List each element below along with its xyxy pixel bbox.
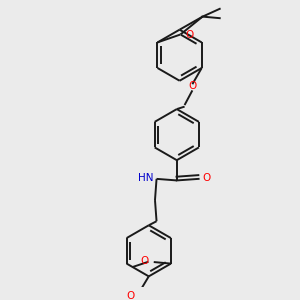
Text: HN: HN [138, 173, 153, 183]
Text: O: O [185, 30, 194, 40]
Text: O: O [188, 81, 196, 91]
Text: O: O [202, 173, 211, 183]
Text: O: O [127, 291, 135, 300]
Text: O: O [141, 256, 149, 266]
